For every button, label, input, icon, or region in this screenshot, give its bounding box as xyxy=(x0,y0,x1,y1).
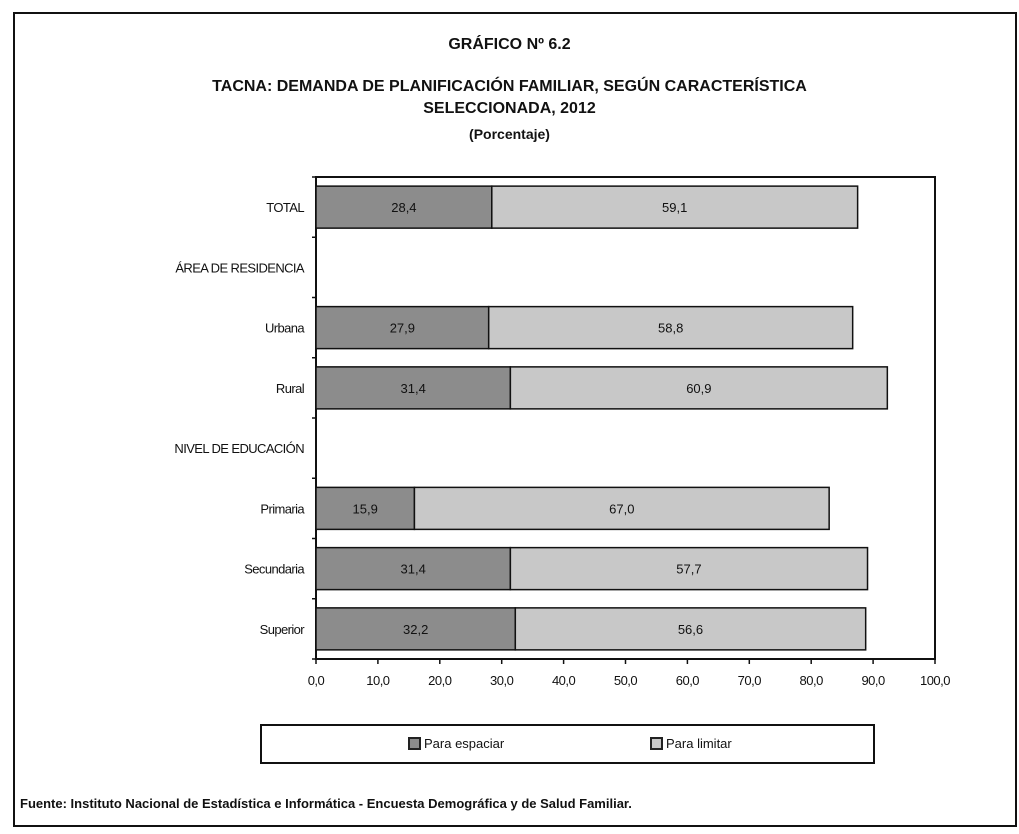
category-label: Primaria xyxy=(260,501,305,516)
data-label: 67,0 xyxy=(609,501,634,516)
x-tick-label: 60,0 xyxy=(676,673,700,688)
bar-segment-limitar xyxy=(413,486,830,531)
data-label: 31,4 xyxy=(401,381,426,396)
x-tick-label: 40,0 xyxy=(552,673,576,688)
bar-segment-espaciar xyxy=(315,546,512,591)
category-label: Secundaria xyxy=(244,562,305,577)
category-label: Rural xyxy=(276,381,305,396)
chart-title: TACNA: DEMANDA DE PLANIFICACIÓN FAMILIAR… xyxy=(212,78,807,95)
x-tick-label: 0,0 xyxy=(308,673,325,688)
category-label: TOTAL xyxy=(266,200,304,215)
category-label: Superior xyxy=(260,622,306,637)
data-label: 59,1 xyxy=(662,200,687,215)
legend-label-limitar: Para limitar xyxy=(666,736,732,751)
legend-item-limitar: Para limitar xyxy=(650,736,732,751)
data-label: 57,7 xyxy=(676,562,701,577)
x-tick-label: 50,0 xyxy=(614,673,638,688)
chart-title-number: GRÁFICO Nº 6.2 xyxy=(448,36,571,53)
data-label: 56,6 xyxy=(678,622,703,637)
bar-segment-espaciar xyxy=(315,486,416,531)
data-label: 32,2 xyxy=(403,622,428,637)
chart-legend: Para espaciar Para limitar xyxy=(260,724,875,764)
x-tick-label: 30,0 xyxy=(490,673,514,688)
data-label: 15,9 xyxy=(353,501,378,516)
x-tick-label: 70,0 xyxy=(738,673,762,688)
legend-item-espaciar: Para espaciar xyxy=(408,736,504,751)
data-label: 31,4 xyxy=(401,562,426,577)
data-label: 27,9 xyxy=(390,321,415,336)
category-label: NIVEL DE EDUCACIÓN xyxy=(174,441,304,456)
bar-segment-limitar xyxy=(509,366,889,410)
category-label: ÁREA DE RESIDENCIA xyxy=(175,260,305,275)
legend-label-espaciar: Para espaciar xyxy=(424,736,505,751)
x-tick-label: 90,0 xyxy=(861,673,885,688)
x-tick-label: 100,0 xyxy=(920,673,950,688)
category-label: Urbana xyxy=(265,321,305,336)
data-label: 58,8 xyxy=(658,321,683,336)
bar-segment-limitar xyxy=(509,546,869,591)
bar-segment-limitar xyxy=(487,305,854,350)
chart-subtitle: (Porcentaje) xyxy=(469,126,550,142)
legend-swatch-espaciar xyxy=(408,737,421,750)
x-tick-label: 20,0 xyxy=(428,673,452,688)
x-tick-label: 80,0 xyxy=(800,673,824,688)
x-tick-label: 10,0 xyxy=(366,673,390,688)
bar-segment-limitar xyxy=(514,607,867,651)
data-label: 28,4 xyxy=(391,200,416,215)
chart-title-continued: SELECCIONADA, 2012 xyxy=(423,100,596,117)
chart-frame xyxy=(13,12,1017,827)
legend-swatch-limitar xyxy=(650,737,663,750)
data-label: 60,9 xyxy=(686,381,711,396)
source-note: Fuente: Instituto Nacional de Estadístic… xyxy=(20,796,632,811)
bar-segment-limitar xyxy=(491,185,859,229)
bar-segment-espaciar xyxy=(315,366,512,410)
